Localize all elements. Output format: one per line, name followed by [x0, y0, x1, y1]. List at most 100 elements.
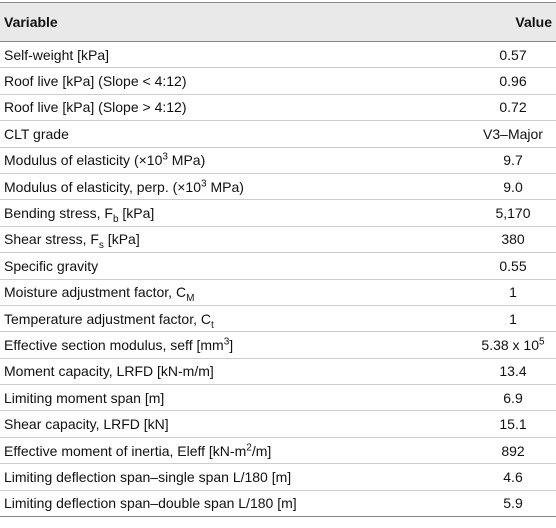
- variable-cell: Bending stress, Fb [kPa]: [0, 199, 470, 227]
- cell-text: Self-weight [kPa]: [4, 46, 110, 63]
- table-row: Limiting deflection span–double span L/1…: [0, 490, 556, 518]
- cell-text: [kPa]: [118, 205, 155, 222]
- table-row: CLT grade V3–Major: [0, 120, 556, 148]
- cell-text: [kPa]: [103, 231, 140, 248]
- table-row: Effective section modulus, seff [mm3] 5.3…: [0, 331, 556, 359]
- variable-cell: Roof live [kPa] (Slope < 4:12): [0, 67, 470, 95]
- variable-cell: Temperature adjustment factor, Ct: [0, 305, 470, 333]
- supscript-text: 3: [201, 177, 207, 189]
- cell-text: 13.4: [499, 363, 527, 380]
- cell-text: Roof live [kPa] (Slope > 4:12): [4, 99, 187, 116]
- cell-text: Temperature adjustment factor, C: [4, 310, 211, 327]
- table-row: Moment capacity, LRFD [kN-m/m] 13.4: [0, 358, 556, 386]
- value-cell: 1: [470, 279, 556, 306]
- cell-text: 892: [501, 442, 525, 459]
- cell-text: 15.1: [499, 416, 527, 433]
- table-row: Specific gravity 0.55: [0, 252, 556, 280]
- cell-text: Limiting moment span [m]: [4, 389, 165, 406]
- variable-cell: Roof live [kPa] (Slope > 4:12): [0, 94, 470, 122]
- cell-text: V3–Major: [483, 125, 543, 142]
- value-cell: 9.7: [470, 147, 556, 174]
- variable-cell: Limiting deflection span–double span L/1…: [0, 490, 470, 518]
- cell-text: 5.38 x 10: [481, 336, 540, 353]
- table-row: Roof live [kPa] (Slope < 4:12) 0.96: [0, 67, 556, 95]
- header-row: Variable Value: [0, 2, 556, 42]
- variable-cell: Effective section modulus, seff [mm3]: [0, 331, 470, 359]
- value-cell: 0.55: [470, 252, 556, 280]
- cell-text: 9.7: [503, 152, 523, 169]
- cell-text: Bending stress, F: [4, 205, 113, 222]
- cell-text: 380: [501, 231, 525, 248]
- cell-text: ]: [229, 336, 234, 353]
- value-cell: 380: [470, 226, 556, 254]
- value-cell: 4.6: [470, 463, 556, 491]
- cell-text: 0.55: [499, 257, 527, 274]
- value-cell: 0.72: [470, 94, 556, 122]
- cell-text: MPa): [167, 152, 206, 169]
- variable-cell: Modulus of elasticity, perp. (×103 MPa): [0, 173, 470, 201]
- subscript-text: s: [98, 240, 104, 252]
- data-table: Variable Value Self-weight [kPa] 0.57 Roof…: [0, 2, 556, 518]
- value-cell: 1: [470, 305, 556, 333]
- cell-text: Shear stress, F: [4, 231, 99, 248]
- cell-text: Roof live [kPa] (Slope < 4:12): [4, 73, 187, 90]
- cell-text: 0.96: [499, 73, 527, 90]
- table-body: Self-weight [kPa] 0.57 Roof live [kPa] (Sl…: [0, 41, 556, 518]
- table-row: Bending stress, Fb [kPa] 5,170: [0, 199, 556, 227]
- cell-text: Moment capacity, LRFD [kN-m/m]: [4, 363, 214, 380]
- value-cell: 13.4: [470, 358, 556, 386]
- cell-text: 6.9: [503, 389, 523, 406]
- cell-text: CLT grade: [4, 125, 69, 142]
- value-cell: 15.1: [470, 410, 556, 438]
- value-cell: 9.0: [470, 173, 556, 201]
- variable-cell: Shear stress, Fs [kPa]: [0, 226, 470, 254]
- value-cell: 5.38 x 105: [470, 331, 556, 359]
- supscript-text: 3: [162, 151, 168, 163]
- cell-text: 4.6: [503, 468, 523, 485]
- table-row: Limiting moment span [m] 6.9: [0, 384, 556, 412]
- cell-text: 1: [509, 284, 517, 301]
- cell-text: 0.72: [499, 99, 527, 116]
- subscript-text: b: [112, 213, 119, 225]
- value-cell: 5,170: [470, 199, 556, 227]
- cell-text: Modulus of elasticity, perp. (×10: [4, 178, 202, 195]
- value-cell: 0.57: [470, 41, 556, 69]
- supscript-text: 2: [246, 441, 252, 453]
- cell-text: Effective section modulus, seff [mm: [4, 336, 224, 353]
- header-variable: Variable: [0, 2, 470, 42]
- value-cell: V3–Major: [470, 120, 556, 148]
- table-row: Limiting deflection span–single span L/1…: [0, 463, 556, 491]
- cell-text: 9.0: [503, 178, 523, 195]
- supscript-text: 5: [539, 336, 545, 348]
- variable-cell: Specific gravity: [0, 252, 470, 280]
- variable-cell: Effective moment of inertia, Eleff [kN-m…: [0, 437, 470, 465]
- cell-text: Moisture adjustment factor, C: [4, 284, 187, 301]
- variable-cell: Moisture adjustment factor, CM: [0, 279, 470, 306]
- value-cell: 5.9: [470, 490, 556, 518]
- variable-cell: Shear capacity, LRFD [kN]: [0, 410, 470, 438]
- cell-text: Limiting deflection span–single span L/1…: [4, 468, 292, 485]
- cell-text: MPa): [206, 178, 244, 195]
- cell-text: Limiting deflection span–double span L/1…: [4, 495, 297, 512]
- cell-text: Modulus of elasticity (×10: [4, 152, 163, 169]
- variable-cell: Moment capacity, LRFD [kN-m/m]: [0, 358, 470, 386]
- variable-cell: Limiting moment span [m]: [0, 384, 470, 412]
- table-row: Self-weight [kPa] 0.57: [0, 41, 556, 69]
- variable-cell: CLT grade: [0, 120, 470, 148]
- cell-text: 0.57: [499, 46, 527, 63]
- cell-text: 5,170: [495, 205, 531, 222]
- value-cell: 0.96: [470, 67, 556, 95]
- table-header: Variable Value: [0, 2, 556, 42]
- cell-text: 5.9: [503, 495, 523, 512]
- table-row: Effective moment of inertia, Eleff [kN-m…: [0, 437, 556, 465]
- cell-text: 1: [509, 310, 517, 327]
- table-row: Temperature adjustment factor, Ct 1: [0, 305, 556, 333]
- cell-text: Effective moment of inertia, Eleff [kN-m: [4, 442, 247, 459]
- table-row: Moisture adjustment factor, CM 1: [0, 279, 556, 306]
- table-row: Modulus of elasticity (×103 MPa) 9.7: [0, 147, 556, 174]
- table-row: Roof live [kPa] (Slope > 4:12) 0.72: [0, 94, 556, 122]
- header-value: Value: [470, 2, 556, 42]
- subscript-text: M: [186, 293, 195, 304]
- table-row: Shear capacity, LRFD [kN] 15.1: [0, 410, 556, 438]
